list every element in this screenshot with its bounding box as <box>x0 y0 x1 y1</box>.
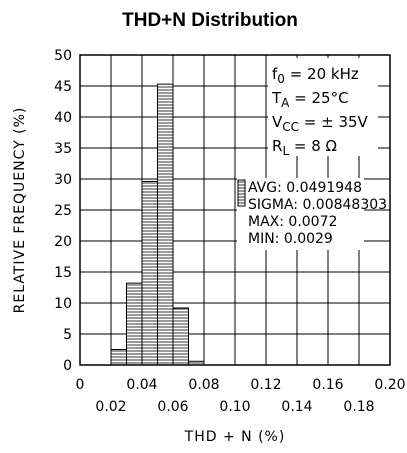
condition-rl: RL = 8 Ω <box>272 137 337 158</box>
condition-vcc-symbol: V <box>272 113 283 131</box>
condition-vcc: VCC = ± 35V <box>272 113 369 134</box>
condition-f0: f0 = 20 kHz <box>272 65 359 86</box>
y-tick-label: 35 <box>54 141 72 157</box>
condition-ta-symbol: T <box>271 89 282 107</box>
stat-min: MIN: 0.0029 <box>248 231 333 247</box>
stats-hatch-swatch-icon <box>237 179 246 207</box>
x-tick-label-major: 0.04 <box>126 377 157 393</box>
condition-f0-symbol: f <box>272 65 278 83</box>
statistics-annotation: AVG: 0.0491948 SIGMA: 0.00848303 MAX: 0.… <box>237 178 387 250</box>
condition-vcc-subscript: CC <box>282 120 299 134</box>
condition-ta-value: = 25°C <box>289 89 348 107</box>
condition-ta-subscript: A <box>281 96 290 110</box>
y-axis-ticks: 0 5 10 15 20 25 30 35 40 45 50 <box>54 48 72 374</box>
conditions-annotation: f0 = 20 kHz TA = 25°C VCC = ± 35V RL = 8… <box>268 58 378 158</box>
y-tick-label: 20 <box>54 234 72 250</box>
histogram-bar <box>172 307 189 366</box>
condition-vcc-value: = ± 35V <box>299 113 369 131</box>
x-axis-ticks: 0 0.04 0.08 0.12 0.16 0.20 0.02 0.06 0.10 0.14 0.1… <box>76 377 406 415</box>
condition-f0-value: = 20 kHz <box>285 65 359 83</box>
plot-frame <box>79 54 391 366</box>
y-tick-label: 5 <box>63 327 72 343</box>
condition-rl-subscript: L <box>282 144 289 158</box>
statistics-box <box>237 178 364 250</box>
x-tick-label-major: 0.20 <box>374 377 405 393</box>
y-tick-label: 40 <box>54 110 72 126</box>
x-tick-label-major: 0 <box>76 377 85 393</box>
y-tick-label: 25 <box>54 203 72 219</box>
condition-f0-subscript: 0 <box>277 72 285 86</box>
x-tick-label-minor: 0.02 <box>95 399 126 415</box>
chart-title: THD+N Distribution <box>122 10 298 31</box>
y-axis-label: RELATIVE FREQUENCY (%) <box>12 107 28 314</box>
stat-sigma: SIGMA: 0.00848303 <box>248 197 387 213</box>
stat-avg: AVG: 0.0491948 <box>248 180 362 196</box>
stat-max: MAX: 0.0072 <box>248 214 337 230</box>
x-tick-label-minor: 0.10 <box>219 399 250 415</box>
x-tick-label-major: 0.16 <box>312 377 343 393</box>
y-tick-label: 15 <box>54 265 72 281</box>
y-tick-label: 45 <box>54 79 72 95</box>
stats-swatch-frame <box>237 179 246 207</box>
x-tick-label-major: 0.08 <box>188 377 219 393</box>
x-axis-label: THD + N (%) <box>184 429 286 445</box>
x-tick-label-minor: 0.18 <box>343 399 374 415</box>
y-tick-label: 0 <box>63 358 72 374</box>
conditions-box <box>268 58 378 156</box>
y-tick-label: 10 <box>54 296 72 312</box>
condition-rl-symbol: R <box>272 137 282 155</box>
x-tick-label-minor: 0.14 <box>281 399 312 415</box>
x-tick-label-major: 0.12 <box>250 377 281 393</box>
histogram-bars <box>110 83 205 366</box>
condition-rl-value: = 8 Ω <box>289 137 337 155</box>
condition-ta: TA = 25°C <box>271 89 349 110</box>
y-tick-label: 50 <box>54 48 72 64</box>
y-tick-label: 30 <box>54 172 72 188</box>
x-tick-label-minor: 0.06 <box>157 399 188 415</box>
